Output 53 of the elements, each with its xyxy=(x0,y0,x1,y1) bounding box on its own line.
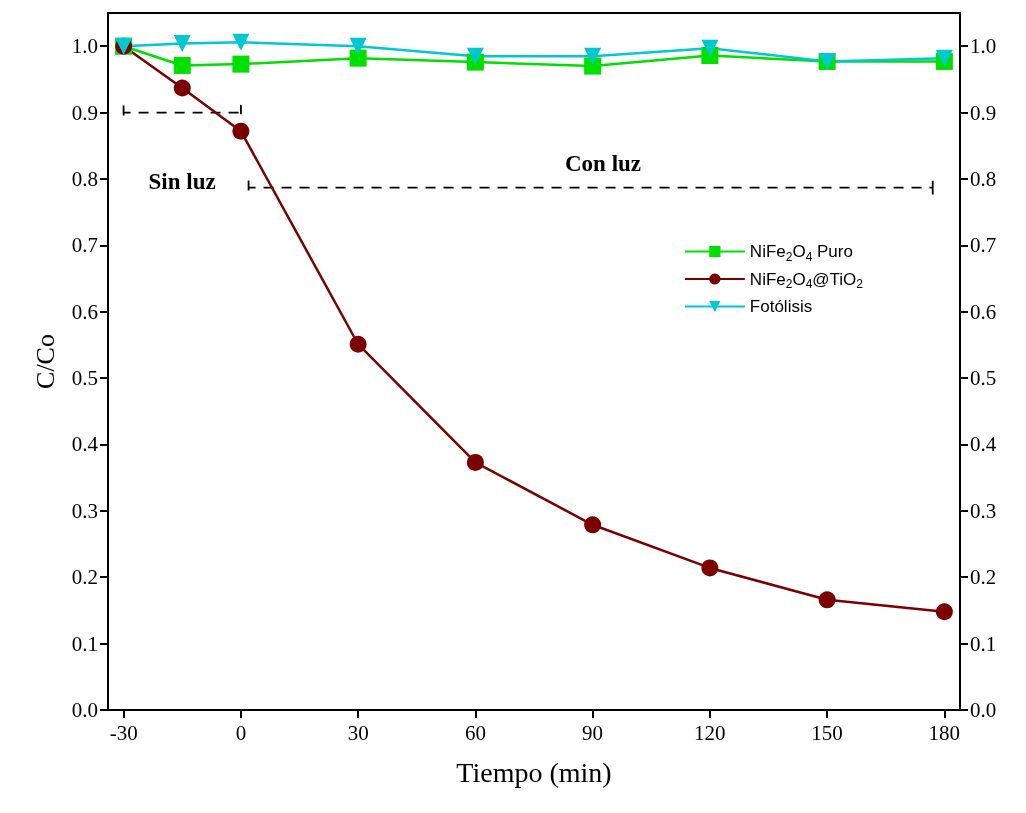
x-tick-label: 120 xyxy=(694,720,726,745)
y2-tick-label: 0.3 xyxy=(970,498,997,523)
ref-line-label: Con luz xyxy=(564,151,642,177)
point xyxy=(173,79,191,97)
y2-tick-label: 0.5 xyxy=(970,366,997,391)
point xyxy=(349,335,367,353)
x-axis-title: Tiempo (min) xyxy=(456,756,612,788)
y-tick-label: 0.2 xyxy=(71,565,98,590)
point xyxy=(232,55,250,73)
y2-tick-label: 0.8 xyxy=(970,166,997,191)
y2-tick-label: 0.1 xyxy=(970,631,997,656)
y2-tick-label: 0.9 xyxy=(970,100,997,125)
y2-tick-label: 0.6 xyxy=(970,299,997,324)
point xyxy=(701,559,719,577)
point xyxy=(349,49,367,67)
point xyxy=(584,57,602,75)
point xyxy=(701,39,719,57)
x-tick-label: 150 xyxy=(811,720,843,745)
point xyxy=(584,47,602,65)
y-tick-label: 1.0 xyxy=(71,34,98,59)
y2-tick-label: 0.7 xyxy=(970,233,997,258)
y2-tick-label: 1.0 xyxy=(970,34,997,59)
ref-line-label: Sin luz xyxy=(148,169,216,195)
point xyxy=(232,122,250,140)
y2-tick-label: 0.4 xyxy=(970,432,997,457)
y-tick-label: 0.9 xyxy=(71,100,98,125)
point xyxy=(935,603,953,621)
y-axis-title: C/Co xyxy=(30,334,60,389)
x-tick-label: 0 xyxy=(235,720,247,745)
y-tick-label: 0.6 xyxy=(71,299,98,324)
y-tick-label: 0.1 xyxy=(71,631,98,656)
x-tick-label: 60 xyxy=(464,720,486,745)
x-tick-label: 90 xyxy=(582,720,604,745)
y-tick-label: 0.3 xyxy=(71,498,98,523)
y-tick-label: 0.5 xyxy=(71,366,98,391)
point xyxy=(818,591,836,609)
y-tick-label: 0.4 xyxy=(71,432,99,457)
y-tick-label: 0.7 xyxy=(71,233,98,258)
y-tick-label: 0.8 xyxy=(71,166,98,191)
point xyxy=(466,47,484,65)
point xyxy=(173,35,191,53)
point xyxy=(584,516,602,534)
y2-tick-label: 0.0 xyxy=(970,698,997,722)
point xyxy=(349,37,367,55)
y2-tick-label: 0.2 xyxy=(970,565,997,590)
legend-label: Fotólisis xyxy=(749,297,813,316)
x-tick-label: 180 xyxy=(928,720,961,745)
point xyxy=(232,33,250,51)
x-tick-label: -30 xyxy=(109,720,138,745)
y-tick-label: 0.0 xyxy=(71,698,98,722)
x-tick-label: 30 xyxy=(347,720,369,745)
point xyxy=(466,453,484,471)
point xyxy=(173,56,191,74)
